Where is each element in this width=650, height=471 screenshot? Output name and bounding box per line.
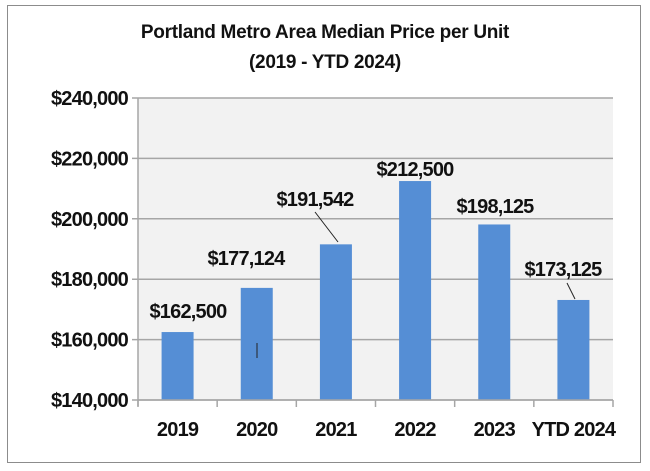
x-tick-label: YTD 2024 — [532, 419, 617, 441]
chart-subtitle: (2019 - YTD 2024) — [249, 52, 401, 73]
data-label: $162,500 — [149, 301, 227, 323]
chart-title: Portland Metro Area Median Price per Uni… — [140, 22, 510, 43]
y-tick-label: $180,000 — [51, 269, 129, 291]
y-tick-label: $140,000 — [51, 390, 129, 412]
y-tick-label: $240,000 — [51, 88, 129, 110]
y-tick-label: $220,000 — [51, 148, 129, 170]
bar — [319, 244, 352, 400]
data-label: $173,125 — [524, 259, 602, 281]
bar — [478, 224, 511, 400]
x-tick-label: 2022 — [394, 419, 436, 441]
bar — [399, 181, 432, 400]
data-label: $198,125 — [456, 196, 534, 218]
plot-area — [138, 98, 613, 400]
bar — [161, 332, 194, 400]
y-tick-label: $200,000 — [51, 209, 129, 231]
x-tick-label: 2023 — [474, 419, 516, 441]
x-tick-label: 2019 — [157, 419, 199, 441]
y-tick-label: $160,000 — [51, 330, 129, 352]
leader-line — [314, 211, 339, 243]
x-tick-label: 2020 — [236, 419, 278, 441]
data-label: $177,124 — [207, 248, 286, 270]
leader-line — [566, 282, 576, 300]
bar — [557, 299, 590, 400]
data-label: $212,500 — [376, 159, 454, 181]
chart-frame — [7, 5, 641, 463]
x-tick-label: 2021 — [315, 419, 357, 441]
data-label: $191,542 — [276, 189, 354, 211]
